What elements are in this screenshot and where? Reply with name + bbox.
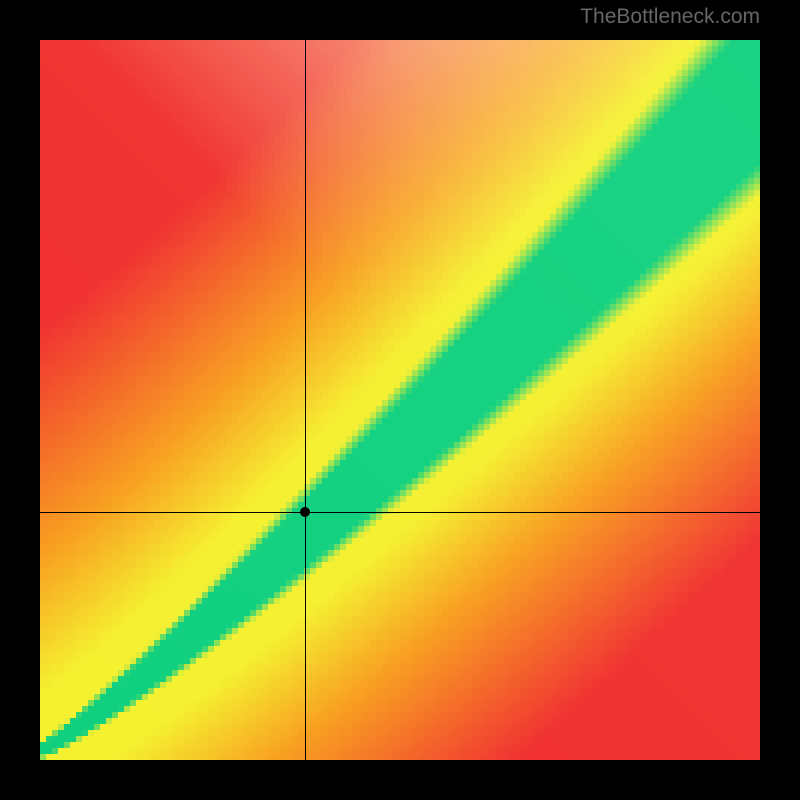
watermark-text: TheBottleneck.com (580, 5, 760, 29)
crosshair-horizontal (40, 512, 760, 513)
heatmap-canvas (40, 40, 760, 760)
crosshair-vertical (305, 40, 306, 760)
heatmap-plot-area (40, 40, 760, 760)
crosshair-marker[interactable] (300, 507, 310, 517)
